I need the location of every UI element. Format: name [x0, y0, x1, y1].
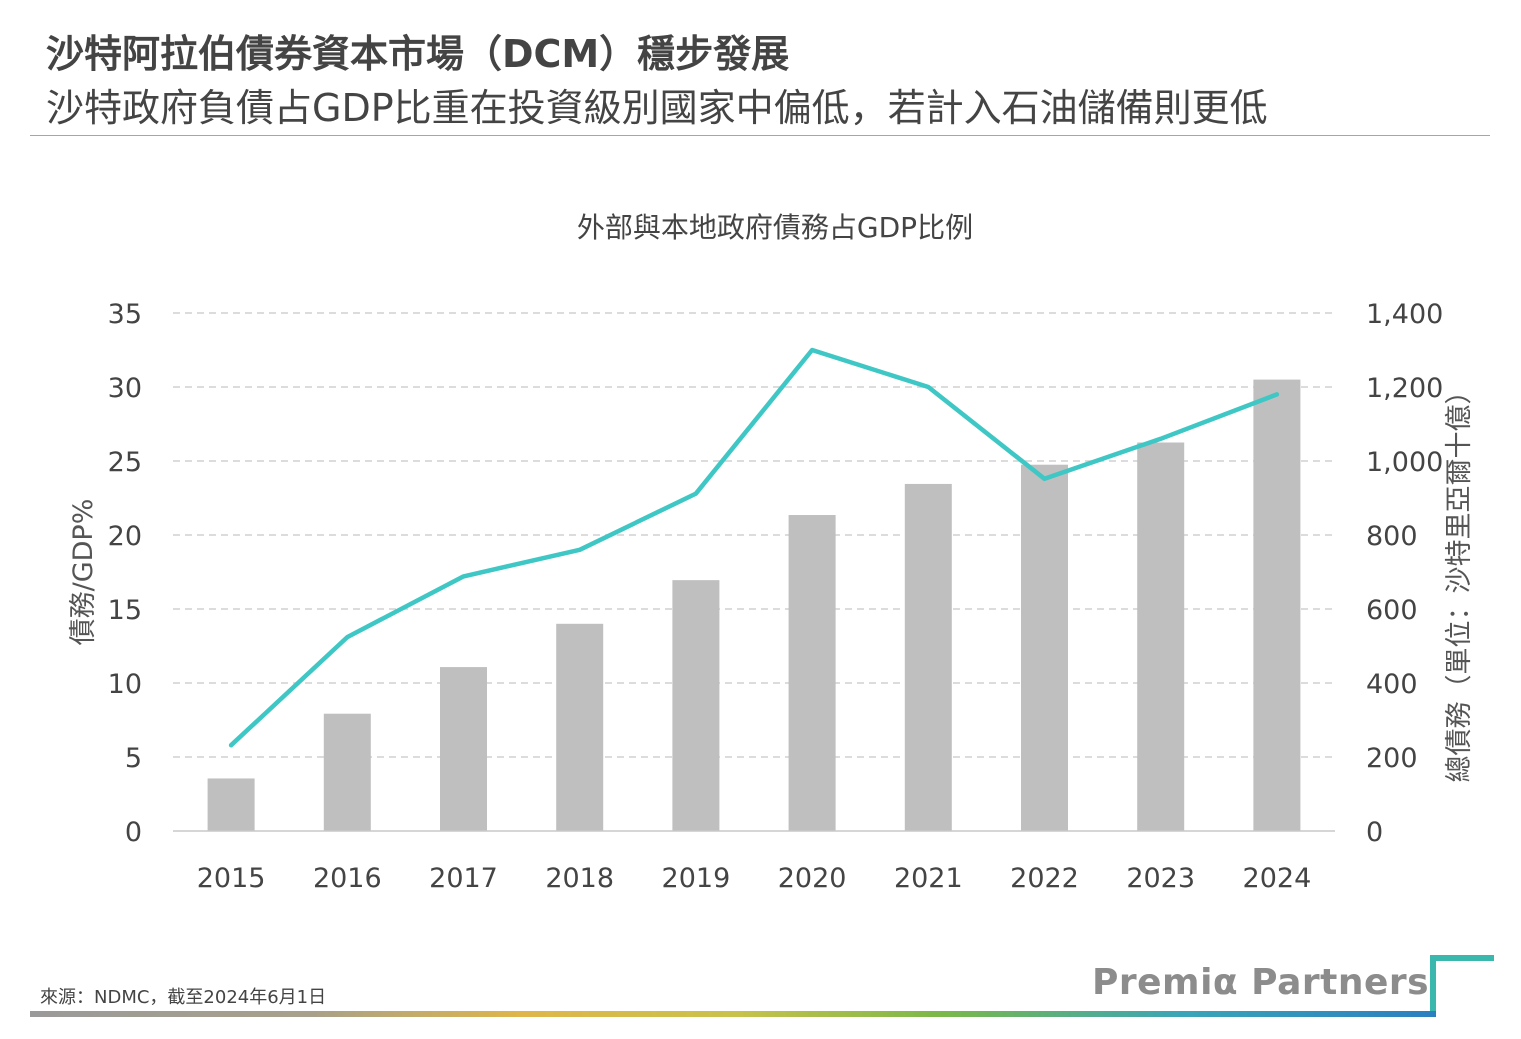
y-right-tick-label: 400: [1366, 669, 1418, 700]
y-right-tick-label: 1,200: [1366, 373, 1443, 404]
line-series: [228, 347, 1280, 748]
y-right-tick-label: 800: [1366, 521, 1418, 552]
axes: 0 5 10 15 20 25 30 35 0 200 400 600 800 1,000 1,200 1,4…: [108, 299, 1444, 894]
y-left-tick-label: 35: [108, 299, 142, 330]
y-left-tick-label: 0: [125, 817, 142, 848]
bar: [207, 778, 255, 831]
x-tick-label: 2024: [1243, 863, 1312, 894]
bar-series: [207, 379, 1301, 831]
x-tick-label: 2016: [313, 863, 382, 894]
chart-title: 外部與本地政府債務占GDP比例: [577, 211, 973, 244]
y-right-tick-label: 1,000: [1366, 447, 1443, 478]
x-tick-label: 2019: [662, 863, 731, 894]
page-title: 沙特阿拉伯債券資本市場（DCM）穩步發展: [46, 32, 790, 76]
y-right-tick-label: 1,400: [1366, 299, 1443, 330]
bar: [556, 623, 604, 831]
x-tick-label: 2015: [197, 863, 266, 894]
page-subtitle: 沙特政府負債占GDP比重在投資級別國家中偏低，若計入石油儲備則更低: [46, 86, 1268, 130]
bar: [672, 580, 720, 831]
y-right-tick-label: 200: [1366, 743, 1418, 774]
x-tick-label: 2018: [545, 863, 614, 894]
header-divider: [30, 135, 1490, 136]
footer-gradient-bar: [30, 1011, 1436, 1017]
y-left-tick-label: 20: [108, 521, 142, 552]
y-left-tick-label: 5: [125, 743, 142, 774]
brand-logo: Premiα Partners: [1092, 962, 1430, 1003]
bar: [1253, 379, 1301, 831]
line-series-path: [228, 347, 1280, 748]
y-axis-right-label: 總債務（單位：沙特里亞爾十億）: [1444, 378, 1475, 783]
bar: [788, 515, 836, 831]
y-axis-left-label: 債務/GDP%: [68, 499, 99, 646]
y-left-tick-label: 25: [108, 447, 142, 478]
bar: [440, 667, 487, 831]
bar: [323, 713, 371, 831]
bar: [1021, 464, 1068, 831]
x-tick-label: 2022: [1010, 863, 1079, 894]
y-left-tick-label: 10: [108, 669, 142, 700]
x-tick-label: 2020: [778, 863, 847, 894]
x-tick-label: 2021: [894, 863, 963, 894]
bar: [904, 483, 952, 831]
y-left-tick-label: 30: [108, 373, 142, 404]
y-right-tick-label: 600: [1366, 595, 1418, 626]
y-right-tick-label: 0: [1366, 817, 1383, 848]
y-left-tick-label: 15: [108, 595, 142, 626]
x-tick-label: 2017: [429, 863, 498, 894]
logo-frame-icon: [1430, 955, 1494, 1013]
source-note: 來源：NDMC，截至2024年6月1日: [40, 987, 327, 1008]
bar: [1137, 442, 1185, 831]
x-tick-label: 2023: [1126, 863, 1195, 894]
